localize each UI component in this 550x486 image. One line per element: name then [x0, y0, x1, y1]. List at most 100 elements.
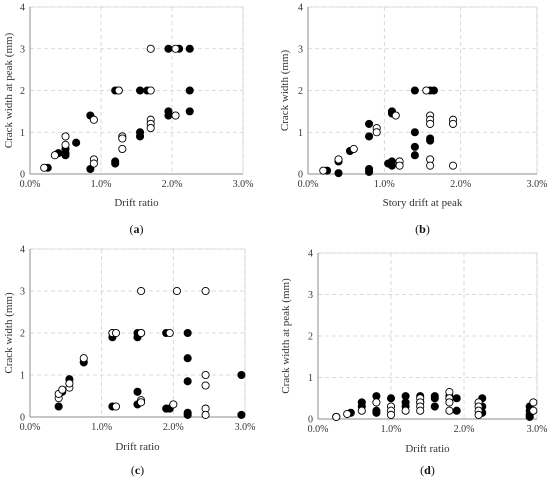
- data-point-filled: [429, 86, 438, 95]
- y-tick-label: 2: [308, 332, 313, 343]
- x-axis-title: Drift ratio: [115, 441, 160, 453]
- data-point-filled: [185, 86, 194, 95]
- data-point-filled: [452, 406, 461, 415]
- y-axis-title: Crack width at peak (mm): [280, 278, 292, 394]
- data-point-filled: [237, 410, 246, 419]
- data-point-open: [171, 111, 180, 120]
- y-tick-label: 3: [298, 44, 303, 55]
- data-point-open: [386, 410, 396, 419]
- data-point-filled: [183, 328, 192, 338]
- scatter-chart-b: 0.0% 1.0% 2.0% 3.0% 0 1 2 3 4 Story drift at peak…: [279, 3, 547, 237]
- x-tick-label: 2.0%: [450, 179, 471, 190]
- data-point-open: [65, 379, 74, 388]
- data-point-filled: [365, 132, 374, 141]
- data-point-open: [79, 354, 88, 363]
- x-tick-label: 0.0%: [20, 179, 41, 190]
- data-point-filled: [386, 394, 396, 403]
- scatter-chart-c: 0.0% 1.0% 2.0% 3.0% 0 1 2 3 4 Drift ratio Crack wi…: [3, 245, 255, 478]
- data-point-open: [474, 410, 483, 419]
- y-tick-label: 4: [20, 245, 25, 256]
- chart-panel-c: 0.0% 1.0% 2.0% 3.0% 0 1 2 3 4 Drift ratio Crack wi…: [0, 240, 275, 486]
- data-point-open: [58, 385, 67, 394]
- scatter-chart-a: 0.0% 1.0% 2.0% 3.0% 0 1 2 3 4 Drift ratio Crack wi…: [3, 3, 254, 237]
- data-point-open: [118, 144, 127, 153]
- x-tick-label: 1.0%: [91, 422, 112, 433]
- data-point-filled: [135, 86, 145, 95]
- data-point-open: [172, 286, 181, 296]
- y-tick-label: 0: [20, 170, 25, 181]
- data-point-open: [395, 161, 404, 170]
- data-point-open: [40, 163, 49, 172]
- data-point-filled: [426, 136, 435, 145]
- data-point-open: [416, 406, 425, 415]
- data-point-filled: [525, 412, 534, 421]
- data-point-open: [137, 286, 146, 296]
- panel-label: (c): [131, 463, 144, 477]
- data-point-filled: [372, 408, 381, 417]
- data-point-open: [332, 412, 341, 421]
- data-point-open: [445, 398, 454, 407]
- data-point-filled: [183, 377, 192, 386]
- data-point-open: [111, 328, 121, 338]
- data-point-open: [201, 381, 210, 390]
- data-point-filled: [430, 402, 439, 411]
- data-point-open: [448, 119, 458, 128]
- data-point-filled: [164, 111, 173, 120]
- panel-label: (d): [420, 463, 435, 477]
- x-tick-label: 2.0%: [454, 424, 475, 435]
- y-tick-label: 0: [308, 415, 313, 426]
- data-point-open: [89, 115, 98, 124]
- data-point-open: [426, 161, 435, 170]
- scatter-chart-d: 0.0% 1.0% 2.0% 3.0% 0 1 2 3 4 Drift ratio Crack wi…: [280, 249, 548, 478]
- panel-label: (a): [130, 222, 144, 236]
- data-point-open: [529, 398, 538, 407]
- y-tick-label: 1: [298, 128, 303, 139]
- data-point-open: [146, 124, 155, 133]
- data-point-open: [137, 398, 146, 407]
- data-point-filled: [452, 394, 461, 403]
- y-tick-label: 0: [20, 413, 25, 424]
- x-tick-label: 0.0%: [308, 424, 329, 435]
- x-tick-label: 0.0%: [298, 179, 319, 190]
- y-tick-label: 2: [20, 329, 25, 340]
- data-point-filled: [185, 44, 194, 53]
- data-point-filled: [183, 354, 192, 363]
- data-point-open: [111, 402, 121, 411]
- data-point-filled: [387, 161, 397, 170]
- x-axis-title: Drift ratio: [114, 197, 159, 209]
- data-point-open: [422, 86, 431, 95]
- data-point-open: [201, 410, 210, 419]
- data-point-open: [169, 400, 178, 409]
- data-point-open: [165, 328, 174, 338]
- data-point-open: [426, 119, 435, 128]
- data-point-open: [529, 406, 538, 415]
- data-point-filled: [183, 410, 192, 419]
- y-tick-label: 1: [308, 373, 313, 384]
- data-point-open: [448, 161, 458, 170]
- y-axis-title: Crack width at peak (mm): [3, 32, 15, 148]
- chart-panel-d: 0.0% 1.0% 2.0% 3.0% 0 1 2 3 4 Drift ratio Crack wi…: [275, 240, 550, 486]
- data-point-filled: [334, 169, 343, 178]
- data-point-open: [343, 409, 352, 419]
- data-point-filled: [410, 151, 419, 160]
- x-tick-label: 1.0%: [91, 179, 112, 190]
- data-point-open: [114, 86, 123, 95]
- data-point-open: [201, 286, 210, 296]
- y-tick-label: 4: [20, 3, 25, 14]
- y-tick-label: 4: [298, 3, 303, 14]
- data-point-open: [445, 406, 454, 415]
- x-tick-label: 3.0%: [527, 424, 548, 435]
- y-axis-title: Crack width (mm): [279, 50, 291, 132]
- y-tick-label: 1: [20, 128, 25, 139]
- data-point-filled: [133, 387, 142, 396]
- data-point-filled: [111, 159, 120, 168]
- data-point-open: [61, 132, 70, 141]
- x-tick-label: 1.0%: [381, 424, 402, 435]
- y-tick-label: 4: [308, 249, 313, 260]
- data-point-filled: [430, 394, 439, 403]
- data-point-filled: [237, 370, 246, 380]
- data-point-filled: [365, 119, 374, 128]
- x-tick-label: 3.0%: [233, 179, 254, 190]
- data-point-open: [357, 406, 366, 415]
- chart-panel-b: 0.0% 1.0% 2.0% 3.0% 0 1 2 3 4 Story drift at peak…: [275, 0, 550, 245]
